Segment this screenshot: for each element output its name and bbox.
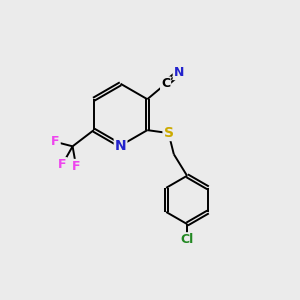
Text: N: N xyxy=(115,139,126,153)
Text: S: S xyxy=(164,126,173,140)
Text: C: C xyxy=(161,77,170,90)
Text: Cl: Cl xyxy=(181,233,194,246)
Text: N: N xyxy=(174,66,184,79)
Text: F: F xyxy=(72,160,80,173)
Text: F: F xyxy=(58,158,67,171)
Text: F: F xyxy=(51,135,60,148)
